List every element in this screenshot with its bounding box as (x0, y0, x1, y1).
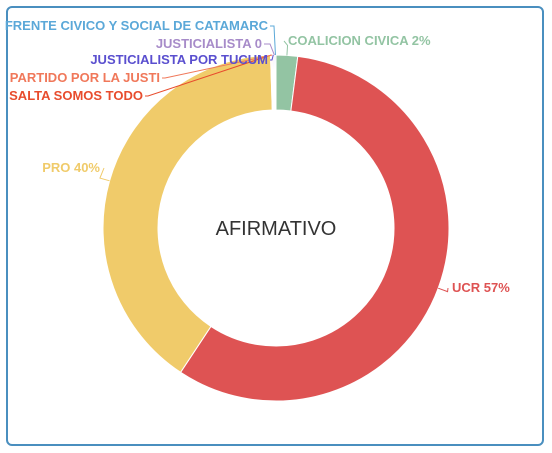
leader-line (270, 54, 274, 61)
slice-label: FRENTE CIVICO Y SOCIAL DE CATAMARC (5, 18, 269, 33)
slice-label: COALICION CIVICA 2% (288, 33, 431, 48)
slice-pro[interactable] (102, 54, 273, 374)
leader-line (264, 43, 275, 56)
slice-label: UCR 57% (452, 280, 510, 295)
leader-line (270, 25, 276, 56)
slice-label: SALTA SOMOS TODO (9, 88, 143, 103)
leader-line (283, 40, 289, 56)
center-label: AFIRMATIVO (216, 218, 337, 240)
leader-line (438, 287, 449, 293)
slice-label: PARTIDO POR LA JUSTI (10, 70, 160, 85)
slice-frente-civico-y-social-de-catamarc[interactable] (274, 54, 277, 111)
leader-line (145, 54, 272, 97)
slice-ucr[interactable] (179, 55, 450, 402)
leader-line (162, 54, 273, 79)
slice-label: PRO 40% (42, 160, 100, 175)
slice-label: JUSTICIALISTA 0 (156, 36, 262, 51)
slice-label: JUSTICIALISTA POR TUCUM (90, 52, 268, 67)
leader-line (99, 167, 110, 182)
